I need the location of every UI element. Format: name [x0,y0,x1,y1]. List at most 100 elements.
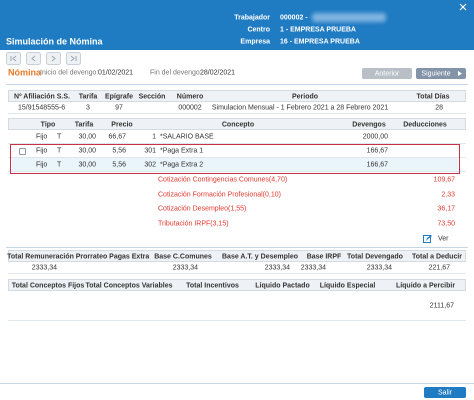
table-cell: 2000,00 [362,133,388,141]
table-cell: 2333,34 [264,264,290,272]
table-cell: 2333,34 [31,264,57,272]
row-divider [8,143,466,144]
column-header: Tarifa [78,93,98,100]
table-cell: 30,00 [78,147,96,155]
checkbox[interactable] [19,147,26,155]
deduction-value: 36,17 [437,205,455,213]
table-cell: 2333,34 [172,264,198,272]
column-header: Devengos [352,121,386,128]
column-header: Deducciones [403,121,447,128]
column-header: Tarifa [74,121,94,128]
table-cell: *Paga Extra 2 [160,161,204,169]
column-header: Total Remuneración [7,253,74,260]
next-label: Siguiente [421,70,451,77]
previous-button[interactable] [362,68,412,79]
row-background [12,158,458,171]
column-header: Concepto [221,121,255,128]
row-divider [8,171,466,172]
row-divider [8,273,466,274]
table-header [8,118,466,130]
start-date: 01/02/2021 [98,69,134,77]
column-header: Nº Afiliación S.S. [14,93,70,100]
column-header: Número [176,93,204,100]
table-cell: Fijo [36,161,48,169]
table-cell: 302 [144,161,156,169]
column-header: Prorrateo Pagas Extra [75,253,150,260]
column-header: Base C.Comunes [154,253,212,260]
column-header: Líquido a Percibir [395,282,456,289]
table-cell: 1 [152,133,156,141]
table-cell: 000002 [178,104,202,112]
previous-label: Anterior [374,70,400,77]
column-header: Tipo [40,121,56,128]
field-label: Centro [247,26,270,34]
column-header: Periodo [291,93,319,100]
table-header [8,250,466,262]
row-divider [8,157,466,158]
table-cell: 5,56 [112,147,126,155]
field-value: 000002 - [280,14,308,22]
window-title: Simulación de Nómina [6,36,103,47]
field-label: Empresa [240,38,270,46]
column-header: Total Días [416,93,450,100]
deduction-value: 73,50 [437,220,455,228]
column-header: Líquido Pactado [255,282,310,289]
column-header: Total Incentivos [186,282,239,289]
table-cell: 5,56 [112,161,126,169]
column-header: Base IRPF [306,253,342,260]
row-divider [8,320,466,321]
close-button[interactable] [458,2,468,12]
table-cell: 2111,67 [429,302,454,310]
table-cell: 3 [86,104,90,112]
deduction-value: 109,67 [433,176,455,184]
field-label: Trabajador [234,14,270,22]
column-header: Total Conceptos Fijos [11,282,85,289]
deduction-value: 2,33 [441,191,455,199]
column-header: Total Devengado [347,253,403,260]
deduction-label: Cotización Contingencias Comunes(4,70) [158,176,288,184]
table-cell: *SALARIO BASE [160,133,214,141]
column-header: Total a Deducir [411,253,463,260]
table-cell: T [57,133,62,141]
column-header: Líquido Especial [319,282,376,289]
field-value: 1 - EMPRESA PRUEBA [280,26,356,34]
end-label: Fin del devengo: [150,69,202,77]
highlight-box [10,144,460,174]
exit-button[interactable] [424,387,466,398]
navigation-toolbar [6,52,81,65]
column-header: Sección [138,93,166,100]
column-header: Precio [111,121,133,128]
view-icon[interactable] [423,234,433,244]
exit-label: Salir [437,389,453,396]
table-cell: 15/91548555-6 [18,104,66,112]
table-cell: 2333,34 [300,264,326,272]
view-button-label: Ver [438,235,449,243]
deduction-label: Tributación IRPF(3,15) [158,220,229,228]
table-cell: Fijo [36,147,48,155]
end-date: 28/02/2021 [200,69,236,77]
table-cell: 166,67 [366,161,388,169]
table-cell: Simulacion Mensual - 1 Febrero 2021 a 28… [211,104,389,112]
next-arrow [458,71,462,76]
table-cell: T [57,161,62,169]
blurred-name [312,13,386,22]
table-cell: 30,00 [78,133,96,141]
table-cell: 97 [115,104,123,112]
column-header: Base A.T. y Desempleo [222,253,298,260]
column-header: Total Conceptos Variables [85,282,173,289]
table-cell: *Paga Extra 1 [160,147,204,155]
table-header [8,279,466,291]
separator [0,383,474,384]
separator [6,247,468,248]
start-label: Inicio del devengo: [40,69,99,77]
header-bar [0,0,474,50]
table-header [8,90,466,102]
table-cell: T [57,147,62,155]
table-cell: 28 [435,104,443,112]
table-cell: 221,67 [428,264,450,272]
deduction-label: Cotización Formación Profesional(0,10) [158,191,281,199]
table-cell: 301 [144,147,156,155]
table-cell: 2333,34 [366,264,392,272]
next-button[interactable] [416,68,466,79]
